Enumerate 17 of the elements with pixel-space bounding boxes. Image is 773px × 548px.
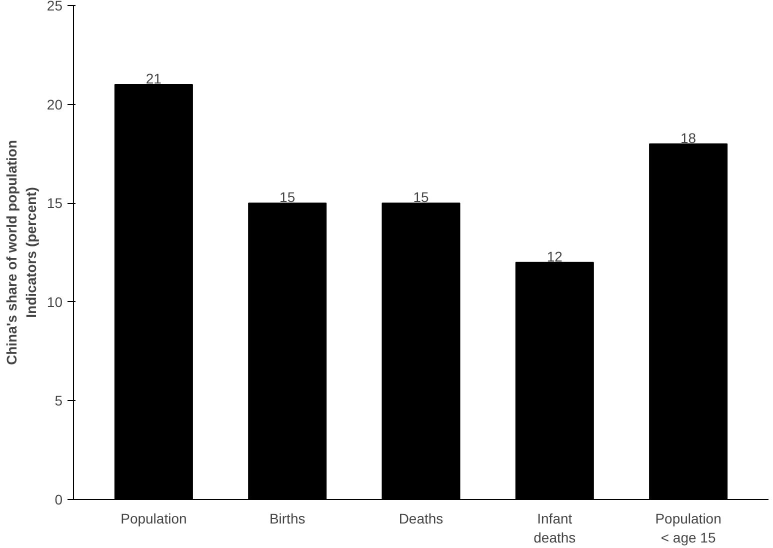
data-label: 21 (146, 70, 162, 87)
y-axis-title: China's share of world population Indicators (percent) (4, 140, 39, 365)
x-tick-label: Infant deaths (534, 510, 576, 546)
y-tick-label: 0 (54, 492, 63, 508)
x-tick-label: Population (120, 510, 187, 526)
y-tick-label: 5 (54, 392, 63, 409)
y-tick-label: 25 (46, 0, 63, 14)
data-label: 12 (546, 248, 563, 264)
y-tick-label: 20 (46, 96, 63, 112)
x-tick-label: Deaths (398, 510, 444, 526)
data-label: 15 (413, 189, 429, 206)
data-label: 18 (680, 130, 696, 146)
data-label: 15 (280, 189, 296, 206)
y-tick-label: 10 (46, 294, 63, 310)
y-tick-label: 15 (46, 195, 63, 212)
x-tick-label: Population < age 15 (655, 510, 722, 546)
x-tick-label: Births (269, 510, 306, 526)
